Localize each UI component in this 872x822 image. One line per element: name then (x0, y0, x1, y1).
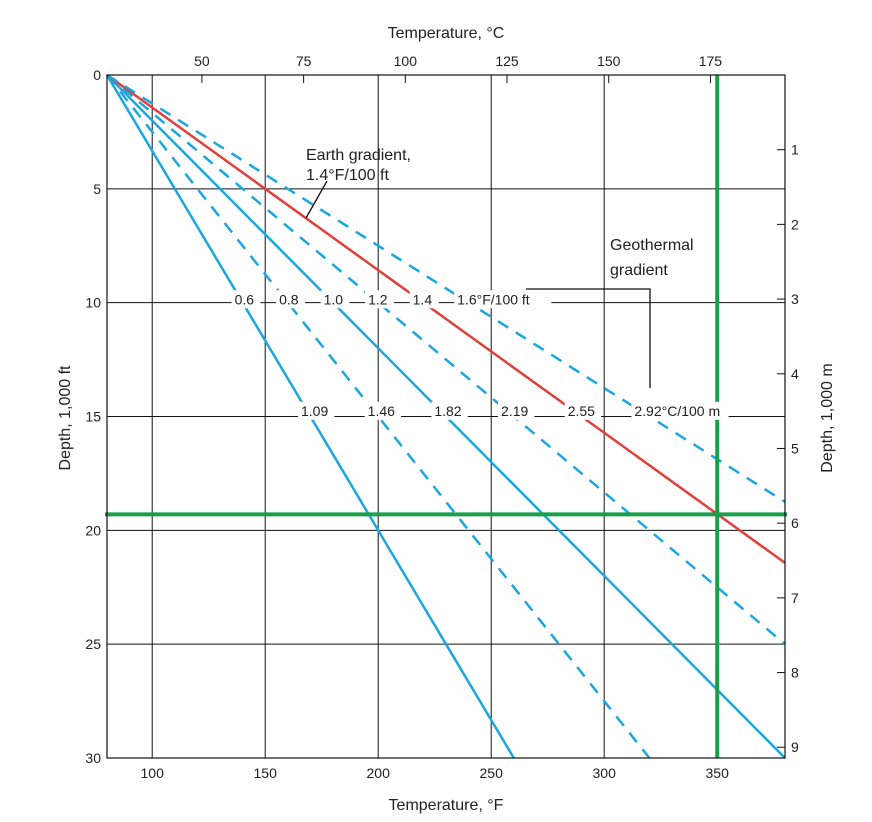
gradient-line (106, 73, 786, 503)
y-axis-title: Depth, 1,000 ft (57, 365, 74, 471)
x2-tick-label: 150 (597, 53, 621, 69)
x-tick-label: 250 (480, 765, 504, 781)
gradient-label-bg (498, 401, 535, 420)
x2-tick-label: 100 (394, 53, 418, 69)
x-axis-title: Temperature, °F (389, 797, 504, 814)
y-tick-label: 10 (85, 295, 101, 311)
x-tick-label: 300 (593, 765, 617, 781)
x-tick-label: 100 (141, 765, 165, 781)
y2-tick-label: 2 (791, 216, 799, 232)
gradient-label-bg (364, 401, 402, 420)
gradient-label: 2.19 (501, 403, 528, 419)
gradient-label: 2.55 (568, 403, 595, 419)
plot-frame (106, 74, 786, 759)
gradient-line (106, 73, 786, 564)
y2-axis-title: Depth, 1,000 m (819, 363, 836, 472)
annotations: Earth gradient, 1.4°F/100 ft Geothermal … (305, 147, 694, 388)
gradient-label: 1.82 (434, 403, 461, 419)
gradient-label-bg (320, 290, 350, 309)
y-tick-label: 20 (85, 522, 101, 538)
x-tick-label: 350 (706, 765, 730, 781)
gradient-label: 1.46 (368, 403, 395, 419)
x-tick-label: 150 (254, 765, 278, 781)
gradient-label-bg (365, 290, 394, 309)
y-tick-label: 25 (85, 636, 101, 652)
x2-tick-label: 75 (296, 53, 312, 69)
gradient-label-bg (231, 290, 261, 309)
gradient-label: 1.0 (324, 291, 344, 307)
earth-gradient-leader (305, 180, 328, 219)
earth-gradient-label-2: 1.4°F/100 ft (306, 167, 389, 184)
x2-tick-label: 50 (194, 53, 210, 69)
x2-axis-title: Temperature, °C (388, 25, 505, 42)
y2-tick-label: 5 (791, 440, 799, 456)
y2-tick-label: 4 (791, 366, 799, 382)
x2-tick-label: 175 (699, 53, 723, 69)
gradient-label-bg (409, 290, 439, 309)
gradient-label: 0.8 (279, 291, 299, 307)
gradient-line (106, 74, 786, 646)
gradient-label-bg (454, 290, 552, 309)
gradient-label-bg (276, 290, 305, 309)
y-tick-label: 0 (93, 67, 101, 83)
gradient-label-bg (564, 401, 602, 420)
y-tick-label: 5 (93, 181, 101, 197)
y2-tick-label: 8 (791, 665, 799, 681)
y2-tick-label: 6 (791, 515, 799, 531)
y2-tick-label: 1 (791, 142, 799, 158)
geothermal-label-2: gradient (610, 262, 668, 279)
y2-tick-label: 9 (791, 739, 799, 755)
x2-tick-label: 125 (495, 53, 519, 69)
y2-tick-label: 7 (791, 590, 799, 606)
gradient-label-bg (631, 401, 729, 420)
gradient-label: 1.09 (301, 403, 328, 419)
gradient-label: 1.6°F/100 ft (457, 291, 530, 307)
series-labels: 0.6 1.09 0.8 1.46 1.0 1.82 1.2 2.19 1.4 2.55 1.6°F… (231, 290, 729, 420)
gradient-label: 0.6 (235, 291, 255, 307)
gradient-label: 2.92°C/100 m (634, 403, 720, 419)
gradient-label: 1.4 (413, 291, 433, 307)
x-tick-label: 200 (367, 765, 391, 781)
geothermal-leader (526, 288, 651, 388)
geothermal-label-1: Geothermal (610, 237, 694, 254)
earth-gradient-label-1: Earth gradient, (306, 147, 411, 164)
gradient-label: 1.2 (368, 291, 388, 307)
y-tick-label: 15 (85, 409, 101, 425)
gradient-label-bg (298, 401, 335, 420)
y-tick-label: 30 (85, 750, 101, 766)
gradient-label-bg (431, 401, 468, 420)
y2-tick-label: 3 (791, 291, 799, 307)
